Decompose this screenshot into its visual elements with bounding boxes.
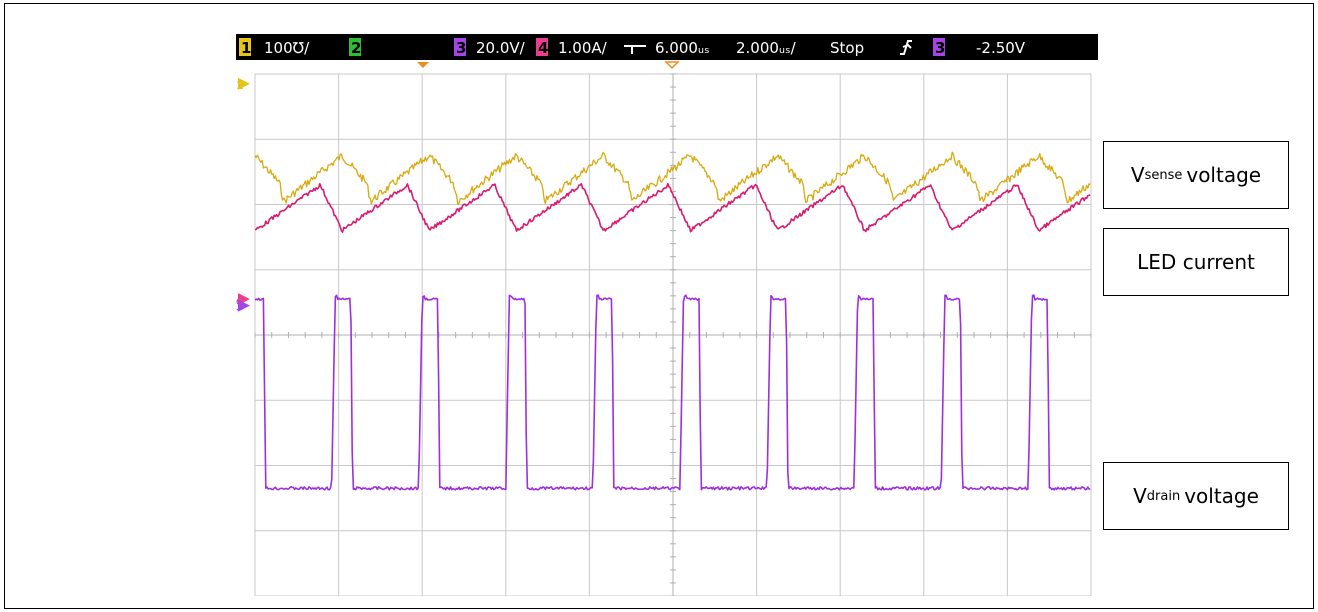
ch3-badge[interactable] xyxy=(454,38,466,56)
vdrain-label-sub: drain xyxy=(1146,488,1181,504)
ch1-badge[interactable] xyxy=(239,38,251,56)
delay-value[interactable]: 6.000ᵤₛ xyxy=(655,39,710,57)
ch3-scale: 20.0V/ xyxy=(476,39,526,57)
trace-pulse xyxy=(254,294,1091,491)
channel-1-marker-label: 1 xyxy=(236,79,244,92)
ch1-scale: 100℧/ xyxy=(264,39,310,57)
figure-frame xyxy=(4,3,1314,609)
ch4-badge[interactable] xyxy=(536,38,548,56)
channel-3-marker-label: 3 xyxy=(236,301,244,314)
vsense-label-v: V xyxy=(1130,163,1145,187)
scope-plot: 143 1 100℧/ 2 3 20.0V/ 4 1.00A/ 6.000ᵤₛ … xyxy=(236,34,1098,597)
vdrain-label-text: voltage xyxy=(1184,484,1259,508)
grid xyxy=(254,73,1092,597)
ch2-number: 2 xyxy=(351,39,361,57)
channel-1-ground-marker[interactable] xyxy=(238,77,250,90)
ch1-number: 1 xyxy=(241,39,251,57)
timebase-value[interactable]: 2.000ᵤₛ/ xyxy=(736,39,797,57)
trigger-source: 3 xyxy=(935,39,945,57)
delay-icon xyxy=(624,45,646,54)
led-current-label-text: LED current xyxy=(1137,250,1255,274)
ch4-scale: 1.00A/ xyxy=(558,39,608,57)
vsense-label-text: voltage xyxy=(1186,163,1262,187)
vdrain-label-v: V xyxy=(1133,484,1147,508)
trigger-position-marker xyxy=(417,62,429,68)
channel-4-marker-label: 4 xyxy=(236,294,244,307)
traces xyxy=(254,151,1091,491)
status-bar xyxy=(236,34,1098,60)
trigger-edge-icon xyxy=(900,40,912,55)
oscilloscope-screen: 143 1 100℧/ 2 3 20.0V/ 4 1.00A/ 6.000ᵤₛ … xyxy=(236,34,1098,597)
delay-reference-marker xyxy=(664,61,680,70)
led-current-label: LED current xyxy=(1103,228,1289,296)
trigger-level[interactable]: -2.50V xyxy=(976,39,1026,57)
ch4-number: 4 xyxy=(538,39,548,57)
vsense-label-sub: sense xyxy=(1144,167,1183,183)
channel-3-ground-marker[interactable] xyxy=(238,299,250,312)
run-state[interactable]: Stop xyxy=(830,39,864,57)
ch3-number: 3 xyxy=(456,39,466,57)
trace-triangle xyxy=(254,182,1091,233)
trace-sawtooth xyxy=(254,151,1091,206)
trigger-source-badge[interactable] xyxy=(933,38,945,56)
channel-markers: 1 43 xyxy=(236,77,250,314)
ch2-badge[interactable] xyxy=(349,38,361,56)
